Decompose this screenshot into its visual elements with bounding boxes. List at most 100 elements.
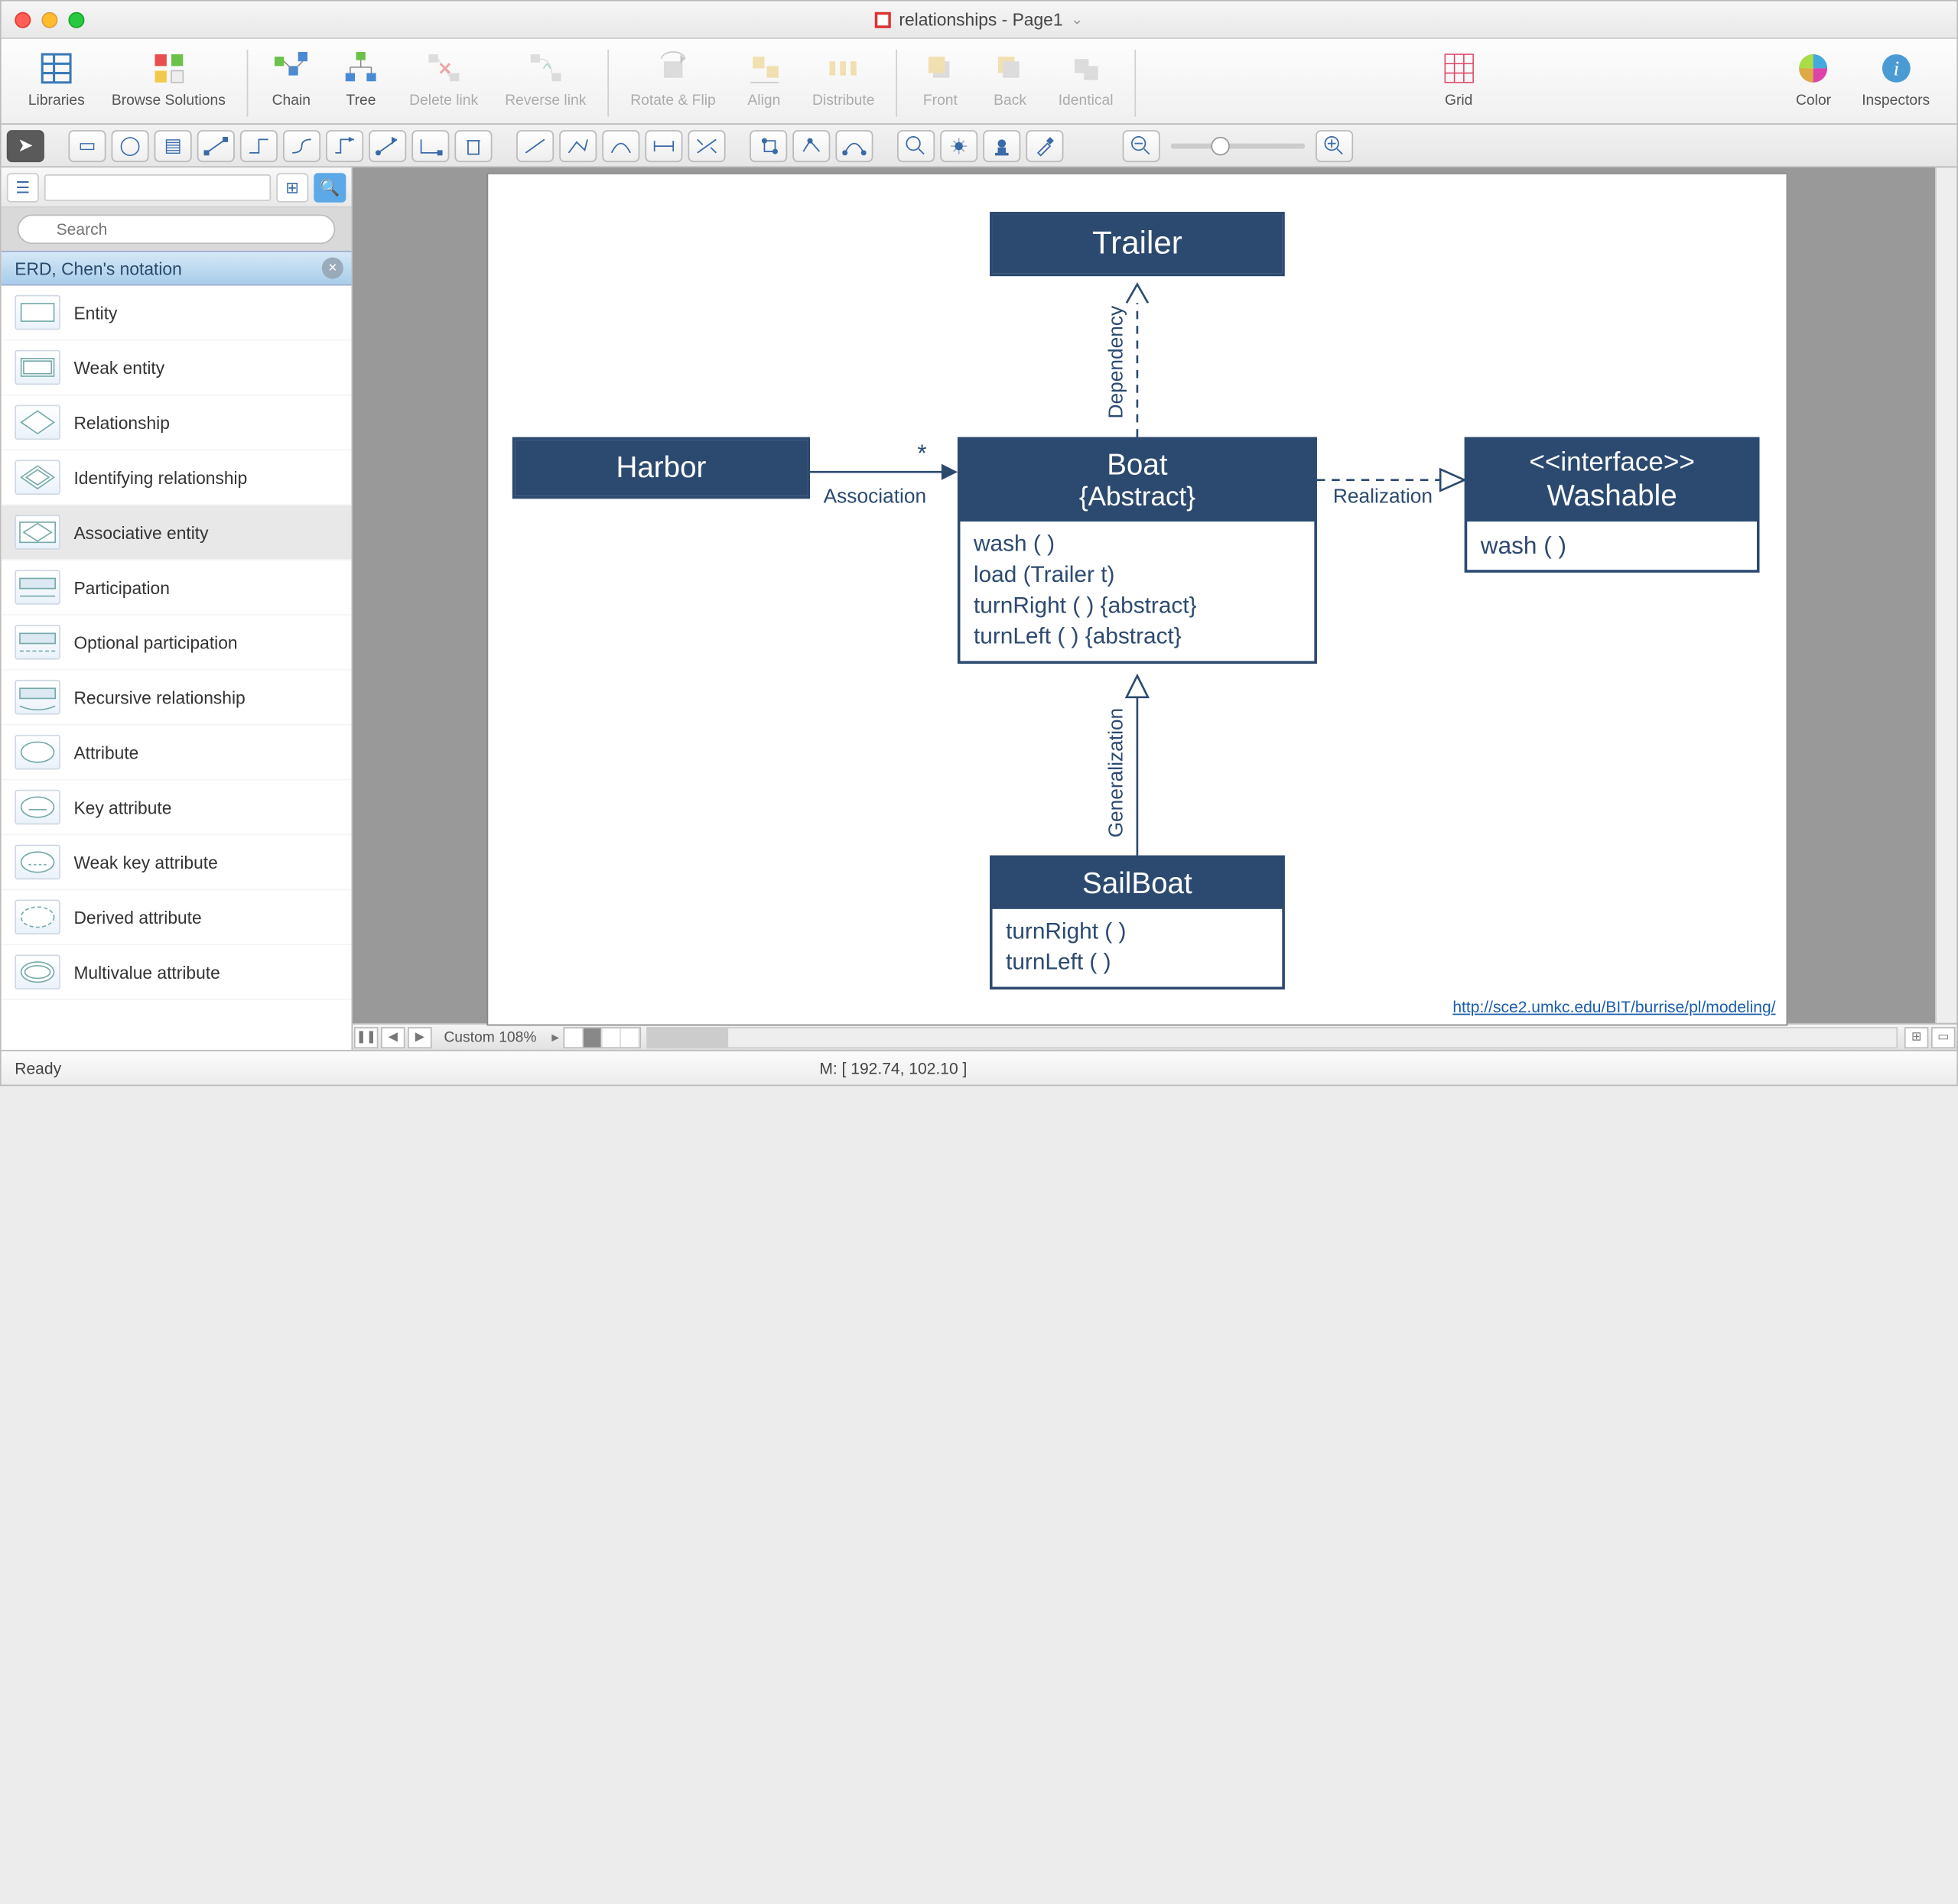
sidebar-grid-toggle[interactable]: ⊞ xyxy=(276,172,308,202)
delete-link-button[interactable]: Delete link xyxy=(404,44,483,112)
sidebar-search-input[interactable] xyxy=(18,215,336,245)
vertical-scrollbar[interactable] xyxy=(1935,167,1956,1023)
sidebar-item-label: Relationship xyxy=(73,412,169,432)
color-button[interactable]: Color xyxy=(1787,44,1840,112)
rotate-flip-button[interactable]: Rotate & Flip xyxy=(625,44,721,112)
grid-button[interactable]: Grid xyxy=(1432,44,1485,112)
sidebar-item-weak-key-attribute[interactable]: Weak key attribute xyxy=(2,835,352,890)
dim-v-tool-button[interactable] xyxy=(688,129,726,161)
front-button[interactable]: Front xyxy=(913,44,967,112)
page-thumbnails[interactable] xyxy=(564,1026,642,1048)
zoom-out-button[interactable] xyxy=(1123,129,1160,161)
pager-next[interactable]: ▶ xyxy=(408,1026,432,1048)
sidebar-item-participation[interactable]: Participation xyxy=(2,560,352,616)
sidebar-item-key-attribute[interactable]: Key attribute xyxy=(2,780,352,835)
dim-h-tool-button[interactable] xyxy=(645,129,682,161)
sidebar-item-derived-attribute[interactable]: Derived attribute xyxy=(2,890,352,945)
node-harbor-title: Harbor xyxy=(515,440,807,496)
sidebar-item-entity[interactable]: Entity xyxy=(2,285,352,340)
canvas-scroll[interactable]: Trailer Harbor Boat {Abstract} xyxy=(353,167,1935,1023)
polyline-tool-button[interactable] xyxy=(559,129,597,161)
chain-button[interactable]: Chain xyxy=(265,44,318,112)
sidebar-search-bar: 🔍 xyxy=(2,208,352,251)
sidebar-item-multivalue-attribute[interactable]: Multivalue attribute xyxy=(2,945,352,1000)
window-title: relationships - Page1 ⌄ xyxy=(875,9,1083,29)
connector-6-button[interactable] xyxy=(411,129,449,161)
sidebar-filter-field[interactable] xyxy=(44,174,271,200)
zoom-stepper[interactable]: ▸ xyxy=(548,1028,564,1046)
align-icon xyxy=(743,47,785,89)
label-generalization: Generalization xyxy=(1105,708,1128,838)
sidebar-section-close[interactable]: × xyxy=(322,258,343,279)
canvas-area: Trailer Harbor Boat {Abstract} xyxy=(353,167,1956,1050)
line-tool-button[interactable] xyxy=(516,129,554,161)
reverse-link-button[interactable]: Reverse link xyxy=(499,44,591,112)
zoom-in-button[interactable] xyxy=(1316,129,1353,161)
zoom-slider-thumb[interactable] xyxy=(1211,136,1230,155)
maximize-window-button[interactable] xyxy=(68,11,84,28)
identical-icon xyxy=(1065,47,1107,89)
footer-link[interactable]: http://sce2.umkc.edu/BIT/burrise/pl/mode… xyxy=(1452,998,1775,1017)
sidebar-item-relationship[interactable]: Relationship xyxy=(2,395,352,450)
boat-method-2: turnRight ( ) {abstract} xyxy=(974,591,1301,622)
node-harbor[interactable]: Harbor xyxy=(512,437,810,499)
browse-solutions-button[interactable]: Browse Solutions xyxy=(106,44,231,112)
sidebar-item-associative-entity[interactable]: Associative entity xyxy=(2,505,352,560)
canvas[interactable]: Trailer Harbor Boat {Abstract} xyxy=(486,173,1787,1025)
edit-points-button[interactable] xyxy=(750,129,787,161)
title-dropdown-icon[interactable]: ⌄ xyxy=(1071,11,1083,28)
sidebar-item-attribute[interactable]: Attribute xyxy=(2,726,352,781)
view-toggle-2[interactable]: ▭ xyxy=(1931,1026,1956,1048)
sailboat-method-1: turnLeft ( ) xyxy=(1006,948,1269,979)
pan-tool-button[interactable] xyxy=(940,129,977,161)
sidebar-item-weak-entity[interactable]: Weak entity xyxy=(2,340,352,395)
sidebar-item-label: Multivalue attribute xyxy=(73,962,220,982)
ellipse-tool-button[interactable]: ◯ xyxy=(112,129,149,161)
node-washable[interactable]: <<interface>> Washable wash ( ) xyxy=(1465,437,1760,573)
shape-icon xyxy=(15,680,60,715)
zoom-slider[interactable] xyxy=(1171,143,1305,148)
curve-tool-button[interactable] xyxy=(602,129,639,161)
hscroll-thumb[interactable] xyxy=(648,1028,728,1047)
zoom-tool-button[interactable] xyxy=(897,129,935,161)
delete-tool-button[interactable] xyxy=(454,129,492,161)
text-tool-button[interactable]: ▤ xyxy=(154,129,192,161)
back-button[interactable]: Back xyxy=(984,44,1037,112)
edit-segments-button[interactable] xyxy=(792,129,830,161)
node-boat[interactable]: Boat {Abstract} wash ( ) load (Trailer t… xyxy=(958,437,1317,664)
sidebar-item-recursive-relationship[interactable]: Recursive relationship xyxy=(2,671,352,726)
inspectors-button[interactable]: i Inspectors xyxy=(1856,44,1935,112)
edit-curve-button[interactable] xyxy=(835,129,873,161)
delete-link-icon xyxy=(422,47,465,89)
view-toggle-1[interactable]: ⊞ xyxy=(1904,1026,1929,1048)
connector-3-button[interactable] xyxy=(283,129,320,161)
close-window-button[interactable] xyxy=(15,11,31,28)
sidebar-item-identifying-relationship[interactable]: Identifying relationship xyxy=(2,450,352,505)
node-trailer[interactable]: Trailer xyxy=(990,212,1285,276)
sidebar-section-header[interactable]: ERD, Chen's notation × xyxy=(2,251,352,286)
sidebar-item-optional-participation[interactable]: Optional participation xyxy=(2,616,352,671)
tree-button[interactable]: Tree xyxy=(334,44,388,112)
rect-tool-button[interactable]: ▭ xyxy=(68,129,106,161)
sidebar-list-toggle[interactable]: ☰ xyxy=(7,172,39,202)
hscroll-bar: ❚❚ ◀ ▶ Custom 108% ▸ ⊞ ▭ xyxy=(353,1023,1956,1050)
libraries-icon xyxy=(35,47,78,89)
stamp-tool-button[interactable] xyxy=(983,129,1020,161)
sidebar-search-toggle[interactable]: 🔍 xyxy=(314,172,346,202)
node-sailboat[interactable]: SailBoat turnRight ( ) turnLeft ( ) xyxy=(990,856,1285,989)
distribute-button[interactable]: Distribute xyxy=(807,44,880,112)
pager-pause[interactable]: ❚❚ xyxy=(354,1026,379,1048)
connector-1-button[interactable] xyxy=(197,129,235,161)
libraries-button[interactable]: Libraries xyxy=(23,44,90,112)
identical-button[interactable]: Identical xyxy=(1053,44,1119,112)
align-button[interactable]: Align xyxy=(737,44,791,112)
connector-5-button[interactable] xyxy=(369,129,406,161)
connector-4-button[interactable] xyxy=(326,129,363,161)
zoom-level-label[interactable]: Custom 108% xyxy=(433,1029,547,1045)
pager-prev[interactable]: ◀ xyxy=(381,1026,405,1048)
eyedropper-tool-button[interactable] xyxy=(1026,129,1063,161)
hscroll-track[interactable] xyxy=(646,1026,1898,1048)
pointer-tool-button[interactable]: ➤ xyxy=(7,129,44,161)
minimize-window-button[interactable] xyxy=(41,11,57,28)
connector-2-button[interactable] xyxy=(240,129,278,161)
